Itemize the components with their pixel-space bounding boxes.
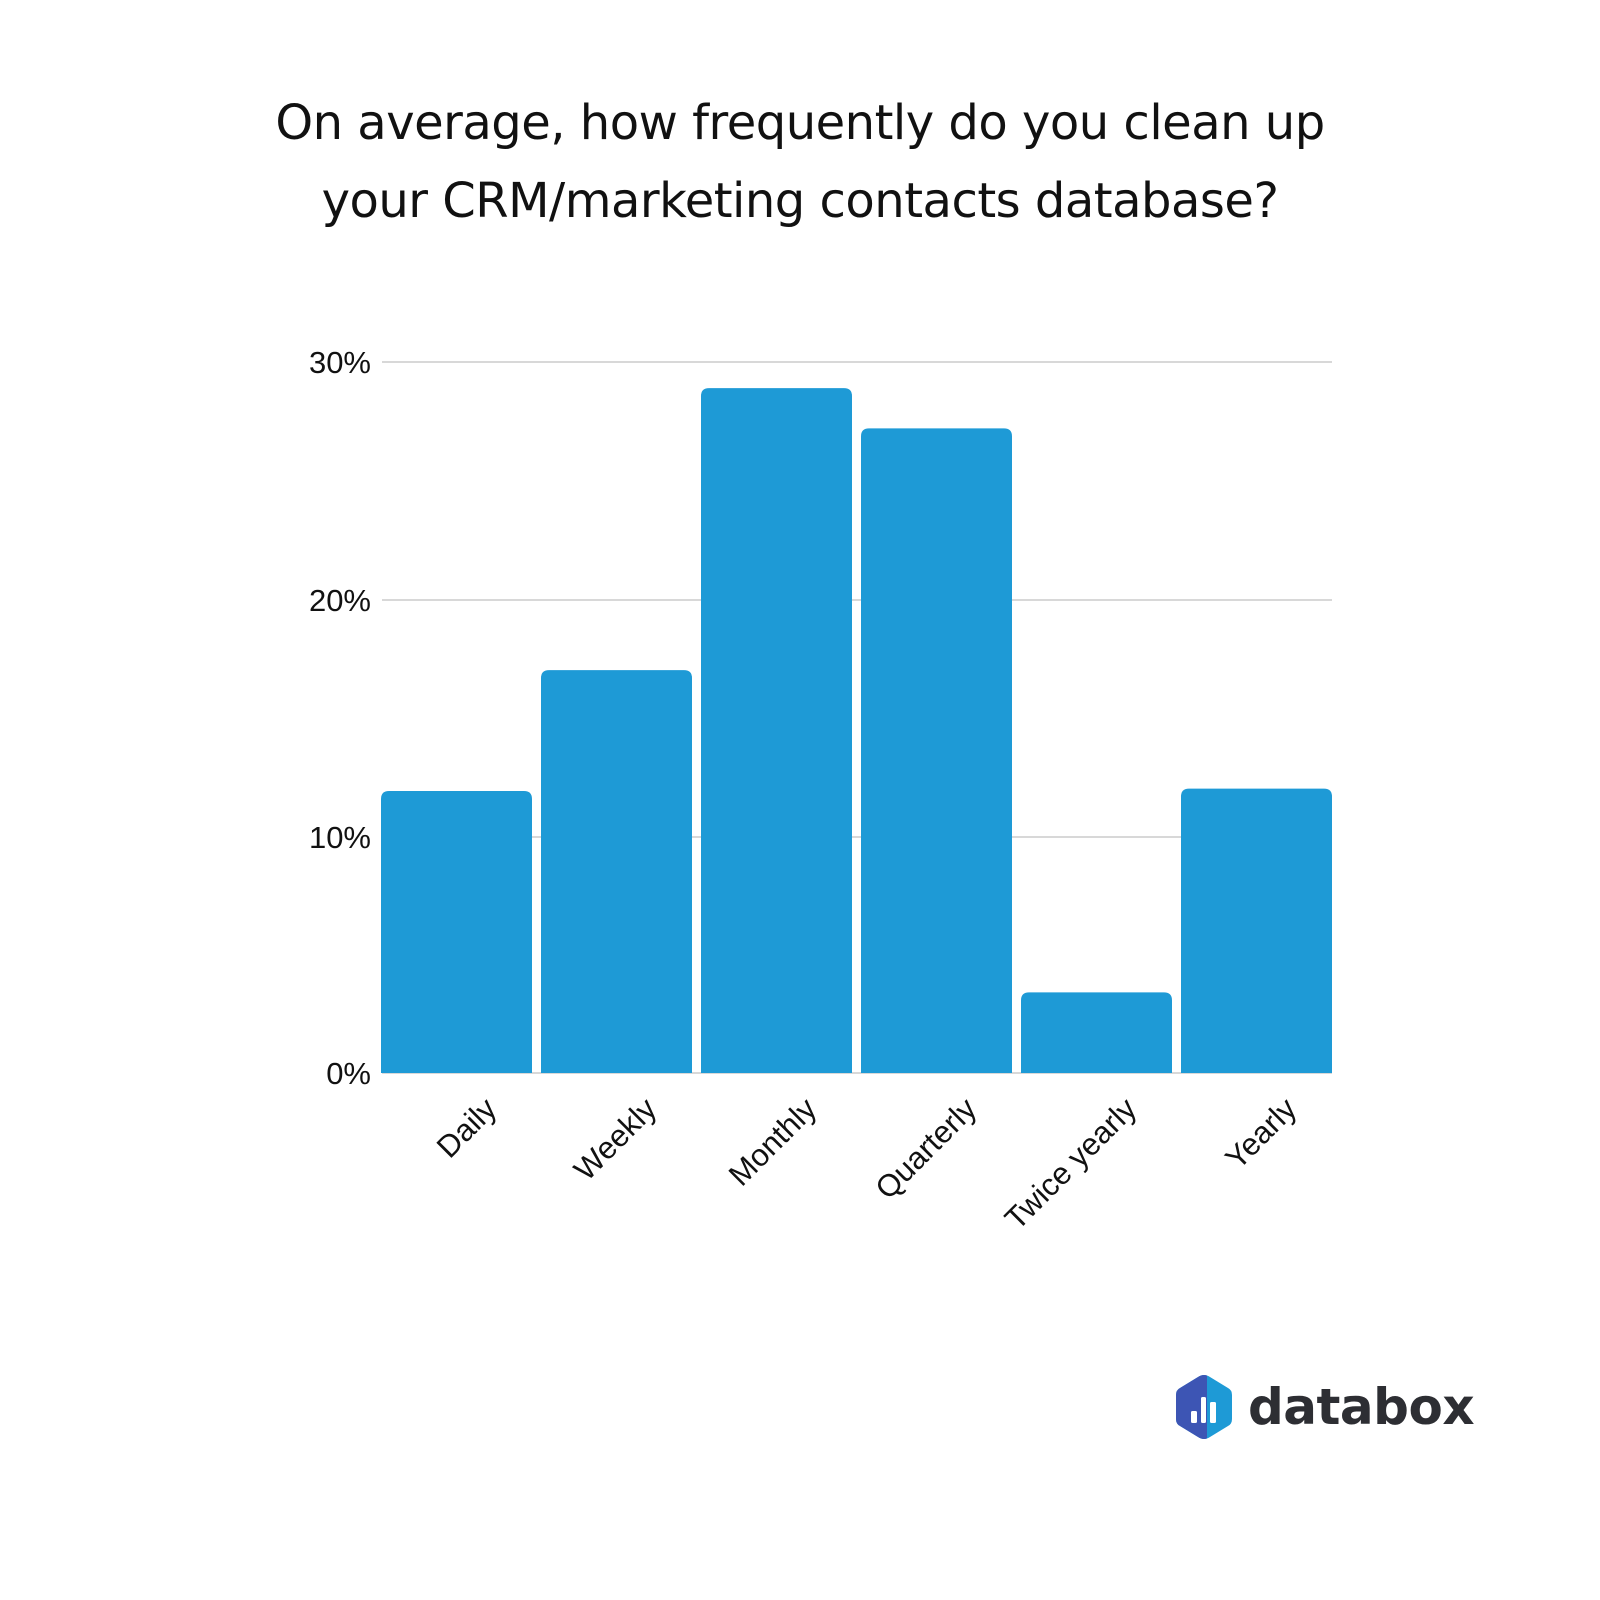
databox-logo: databox bbox=[1174, 1372, 1475, 1442]
bar-daily bbox=[381, 790, 532, 1073]
chart-title-line-1: On average, how frequently do you clean … bbox=[275, 95, 1325, 151]
bar-twice-yearly bbox=[1021, 992, 1172, 1073]
bar-yearly bbox=[1181, 788, 1332, 1073]
x-axis-ticks: Daily Weekly Monthly Quarterly Twice yearly Y… bbox=[430, 1091, 1304, 1237]
bar-weekly bbox=[541, 670, 692, 1073]
x-tick-label: Monthly bbox=[722, 1091, 824, 1193]
y-tick-label: 30% bbox=[309, 345, 371, 380]
x-tick-label: Weekly bbox=[567, 1091, 664, 1188]
bar-monthly bbox=[701, 388, 852, 1073]
y-axis-ticks: 30% 20% 10% 0% bbox=[309, 345, 371, 1091]
gridlines bbox=[382, 361, 1332, 1074]
y-tick-label: 20% bbox=[309, 583, 371, 618]
chart-title-line-2: your CRM/marketing contacts database? bbox=[321, 173, 1279, 229]
x-tick-label: Yearly bbox=[1218, 1091, 1303, 1176]
y-tick-label: 0% bbox=[326, 1056, 371, 1091]
databox-hexagon-icon bbox=[1176, 1375, 1232, 1439]
x-tick-label: Quarterly bbox=[868, 1091, 983, 1206]
bar-quarterly bbox=[861, 428, 1012, 1073]
databox-wordmark: databox bbox=[1248, 1378, 1475, 1436]
bars bbox=[381, 388, 1332, 1073]
y-tick-label: 10% bbox=[309, 820, 371, 855]
x-tick-label: Daily bbox=[430, 1091, 504, 1165]
chart-title: On average, how frequently do you clean … bbox=[0, 84, 1600, 240]
x-tick-label: Twice yearly bbox=[998, 1091, 1144, 1237]
